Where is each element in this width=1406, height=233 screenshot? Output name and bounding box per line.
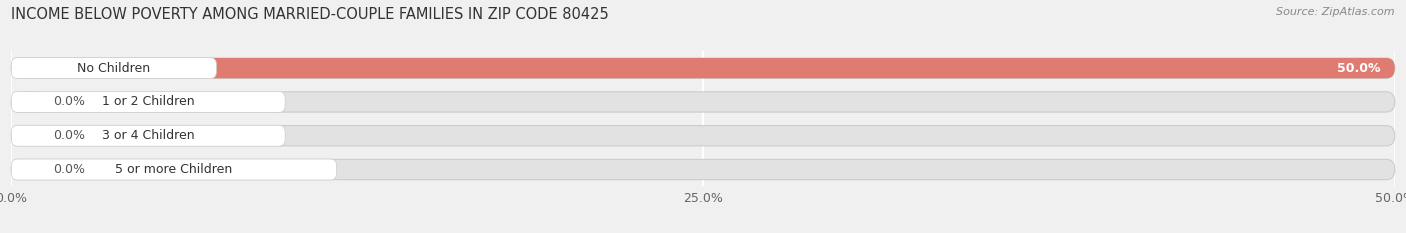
FancyBboxPatch shape xyxy=(11,92,45,112)
Text: 5 or more Children: 5 or more Children xyxy=(115,163,232,176)
FancyBboxPatch shape xyxy=(11,126,1395,146)
Text: 0.0%: 0.0% xyxy=(53,129,84,142)
Text: 0.0%: 0.0% xyxy=(53,163,84,176)
FancyBboxPatch shape xyxy=(11,126,45,146)
Text: 0.0%: 0.0% xyxy=(53,96,84,108)
FancyBboxPatch shape xyxy=(11,125,285,146)
FancyBboxPatch shape xyxy=(11,92,1395,112)
Text: INCOME BELOW POVERTY AMONG MARRIED-COUPLE FAMILIES IN ZIP CODE 80425: INCOME BELOW POVERTY AMONG MARRIED-COUPL… xyxy=(11,7,609,22)
FancyBboxPatch shape xyxy=(11,159,45,180)
Text: 1 or 2 Children: 1 or 2 Children xyxy=(101,96,194,108)
FancyBboxPatch shape xyxy=(11,159,1395,180)
FancyBboxPatch shape xyxy=(11,92,285,112)
Text: Source: ZipAtlas.com: Source: ZipAtlas.com xyxy=(1277,7,1395,17)
FancyBboxPatch shape xyxy=(11,58,1395,78)
Text: 50.0%: 50.0% xyxy=(1337,62,1381,75)
FancyBboxPatch shape xyxy=(11,58,1395,78)
Text: 3 or 4 Children: 3 or 4 Children xyxy=(101,129,194,142)
Text: No Children: No Children xyxy=(77,62,150,75)
FancyBboxPatch shape xyxy=(11,58,217,79)
FancyBboxPatch shape xyxy=(11,159,336,180)
